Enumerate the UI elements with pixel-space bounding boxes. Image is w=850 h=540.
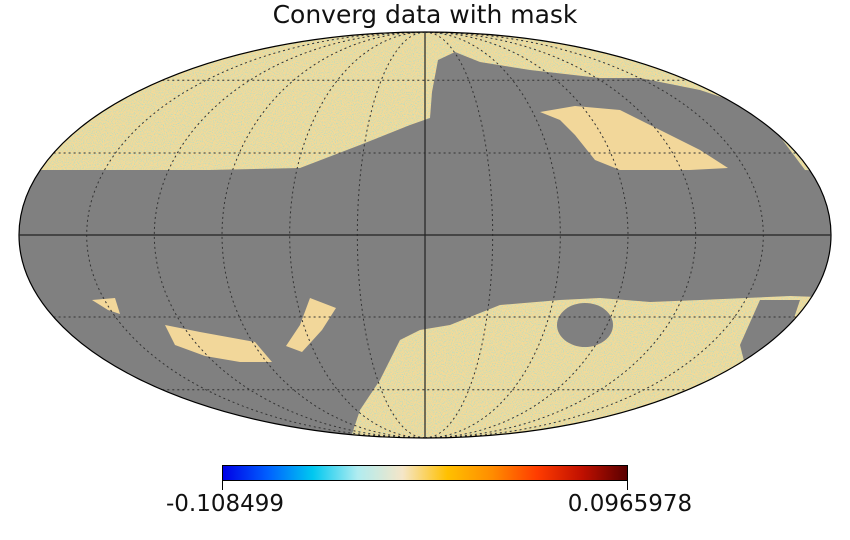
data-island-lower-left <box>165 325 272 362</box>
colorbar-max-tick <box>627 481 628 490</box>
colorbar-min-tick <box>222 481 223 490</box>
colorbar-min-label: -0.108499 <box>165 491 285 517</box>
colorbar <box>222 465 628 481</box>
mollweide-map <box>18 31 832 439</box>
colorbar-max-label: 0.0965978 <box>567 491 693 517</box>
data-islands <box>92 106 728 362</box>
data-island-upper-right <box>540 106 728 170</box>
mask-hole-lower-right <box>557 303 613 347</box>
data-island-lower-mid <box>286 298 336 352</box>
mask-lower-right-notch <box>740 300 800 365</box>
data-island-far-left <box>92 298 120 314</box>
map-title: Converg data with mask <box>272 0 578 29</box>
